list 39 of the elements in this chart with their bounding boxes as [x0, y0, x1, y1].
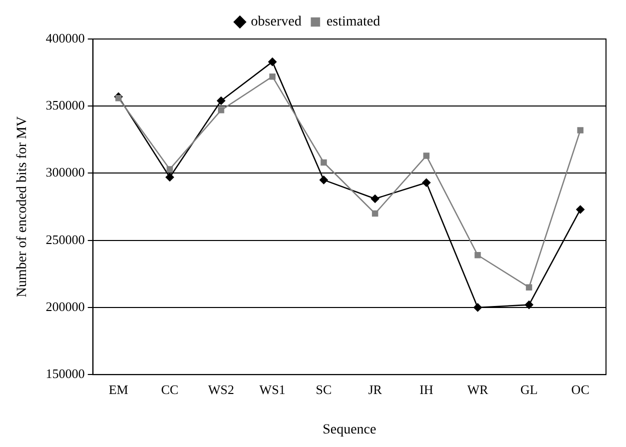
x-tick-label: EM — [108, 382, 129, 397]
y-tick-label: 250000 — [46, 232, 85, 247]
point — [216, 96, 226, 105]
x-tick-label: GL — [520, 382, 538, 397]
point — [320, 159, 327, 166]
point — [526, 284, 532, 290]
point — [166, 166, 173, 172]
x-tick-label: WS2 — [208, 382, 234, 397]
point — [474, 252, 481, 258]
point — [423, 152, 430, 159]
x-tick-label: OC — [571, 382, 590, 397]
point — [166, 173, 174, 182]
point — [372, 210, 378, 217]
x-tick-label: WS1 — [259, 382, 286, 397]
x-tick-label: JR — [368, 382, 382, 397]
point — [218, 107, 224, 114]
y-tick-label: 400000 — [46, 30, 85, 46]
point — [576, 205, 584, 214]
y-axis-title: Number of encoded bits for MV — [15, 116, 30, 298]
x-tick-label: CC — [161, 382, 178, 397]
point — [422, 178, 431, 187]
x-tick-label: SC — [316, 382, 332, 397]
x-tick-label: IH — [420, 382, 434, 397]
legend-label: observed — [250, 14, 302, 30]
point — [269, 73, 276, 80]
point — [474, 303, 482, 312]
point — [268, 58, 277, 66]
y-tick-label: 200000 — [46, 298, 85, 314]
point — [320, 176, 328, 184]
y-tick-label: 350000 — [46, 98, 85, 113]
point — [115, 94, 122, 102]
point — [524, 300, 534, 309]
y-tick-label: 150000 — [46, 366, 85, 382]
legend-label: estimated — [326, 14, 380, 30]
x-tick-label: WR — [467, 382, 488, 397]
point — [577, 127, 584, 134]
x-axis-title: Sequence — [322, 422, 376, 438]
y-tick-label: 300000 — [46, 164, 85, 180]
point — [370, 194, 380, 203]
